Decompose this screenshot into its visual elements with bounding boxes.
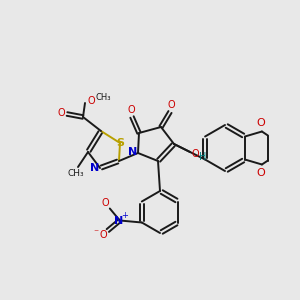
Text: O: O xyxy=(99,230,106,241)
Text: O: O xyxy=(127,105,135,115)
Text: O: O xyxy=(57,108,65,118)
Text: S: S xyxy=(116,138,124,148)
Text: O: O xyxy=(167,100,175,110)
Text: O: O xyxy=(191,149,199,159)
Text: CH₃: CH₃ xyxy=(95,92,111,101)
Text: N: N xyxy=(90,163,100,173)
Text: O: O xyxy=(101,199,109,208)
Text: O: O xyxy=(256,118,265,128)
Text: N: N xyxy=(114,215,123,226)
Text: +: + xyxy=(122,211,128,220)
Text: O: O xyxy=(256,167,265,178)
Text: CH₃: CH₃ xyxy=(68,169,84,178)
Text: ⁻: ⁻ xyxy=(93,229,98,238)
Text: N: N xyxy=(128,147,138,157)
Text: O: O xyxy=(87,96,95,106)
Text: H: H xyxy=(199,152,207,162)
